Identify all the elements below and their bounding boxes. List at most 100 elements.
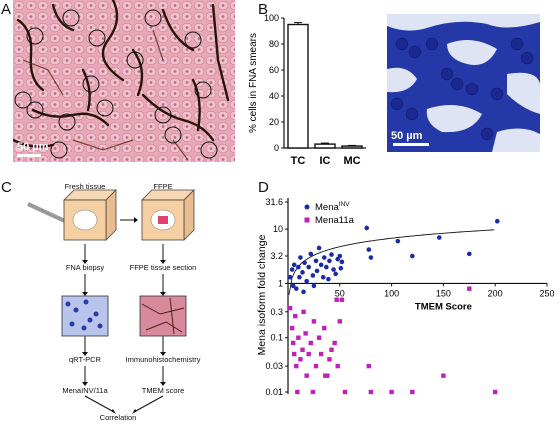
point-mena11a (295, 389, 300, 395)
point-mena11a (310, 389, 316, 395)
label-mena-inv: MenaINV/11a (62, 386, 108, 395)
point-mena11a (410, 389, 415, 395)
point-mena-inv (311, 283, 317, 289)
point-mena-inv (321, 255, 327, 260)
ihc-thumbnail (139, 295, 187, 337)
tissue-image (13, 0, 235, 162)
point-mena-inv (306, 264, 312, 270)
legend-marker-mena11a (304, 217, 310, 223)
fna-thumbnail (61, 295, 109, 337)
point-mena11a (334, 297, 339, 302)
point-mena-inv (410, 253, 415, 259)
x-tick-label: TC (291, 155, 306, 167)
point-mena-inv (293, 286, 299, 291)
point-mena11a (441, 373, 446, 378)
point-mena-inv (297, 274, 302, 280)
y-axis-label: Mena isoform fold change (256, 234, 268, 355)
y-tick-label: 20 (269, 117, 279, 127)
scale-bar-label-a: 50 µm (17, 141, 49, 153)
scale-bar-b (393, 143, 429, 146)
point-mena-inv (298, 255, 303, 260)
point-mena-inv (313, 258, 319, 264)
y-tick-label: 0 (274, 143, 279, 153)
point-mena11a (339, 297, 345, 302)
point-mena11a (293, 313, 298, 319)
legend-label-mena-inv: MenaINV (315, 201, 350, 213)
point-mena11a (342, 389, 348, 395)
y-axis-label: % cells in FNA smears (248, 33, 259, 133)
bar-mc (341, 145, 363, 149)
y-tick-label: 3.2 (270, 251, 283, 261)
point-mena11a (287, 305, 293, 311)
panel-b-micrograph: 50 µm (387, 14, 540, 152)
scale-bar-label-b: 50 µm (391, 130, 423, 142)
label-fna-biopsy: FNA biopsy (65, 263, 105, 272)
y-tick-label: 0.1 (270, 333, 283, 343)
x-tick-label: 50 (335, 288, 345, 298)
ffpe-cube (141, 189, 195, 241)
point-mena11a (337, 319, 342, 324)
y-tick-label: 60 (269, 65, 279, 75)
point-mena-inv (339, 259, 345, 265)
legend-marker-mena-inv (304, 204, 310, 210)
point-mena-inv (308, 251, 314, 257)
bar-tc (287, 23, 309, 149)
label-fresh-tissue: Fresh tissue (64, 182, 106, 191)
point-mena-inv (302, 260, 307, 266)
point-mena-inv (494, 218, 500, 224)
point-mena-inv (291, 262, 297, 268)
point-mena-inv (333, 271, 338, 277)
x-tick-label: 100 (384, 288, 399, 298)
point-mena11a (301, 309, 306, 315)
bar-ic (314, 143, 336, 149)
fresh-tissue-cube (63, 189, 117, 241)
point-mena-inv (314, 268, 320, 274)
point-mena11a (298, 357, 303, 362)
label-ihc: Immunohistochemistry (125, 355, 201, 364)
point-mena-inv (310, 273, 316, 278)
label-correlation: Correlation (99, 413, 137, 422)
point-mena11a (493, 389, 498, 395)
point-mena11a (368, 389, 374, 395)
point-mena11a (322, 325, 327, 331)
x-tick-label: 150 (436, 288, 451, 298)
scale-bar-a (17, 154, 41, 157)
label-tmem-score: TMEM score (141, 386, 185, 395)
label-ffpe: FFPE (153, 182, 173, 191)
point-mena-inv (318, 262, 324, 268)
y-tick-label: 0.01 (265, 387, 283, 397)
y-tick-label: 31.6 (265, 197, 283, 207)
point-mena-inv (287, 274, 293, 280)
point-mena11a (366, 363, 372, 369)
trend-curve (288, 229, 495, 295)
point-mena-inv (327, 258, 332, 264)
scatter-chart: 0.01 0.03 0.1 0.3 1 3.2 10 31.6 50 100 150 200 250 TM… (256, 197, 555, 397)
point-mena11a (292, 351, 297, 357)
point-mena-inv (395, 238, 401, 244)
point-mena11a (308, 340, 313, 346)
legend-label-mena11a: Mena11a (315, 215, 355, 226)
point-mena11a (303, 331, 308, 336)
legend-label-sup: INV (339, 201, 351, 208)
label-ffpe-section: FFPE tissue section (129, 263, 197, 272)
point-mena-inv (290, 283, 296, 289)
legend: MenaINV Mena11a (304, 201, 355, 226)
bar-chart: 0 20 40 60 80 100 TC IC MC % cells in FNA smears (248, 13, 366, 167)
y-tick-label: 1 (278, 278, 283, 288)
point-mena11a (306, 351, 311, 357)
y-tick-label: 10 (273, 224, 283, 234)
point-mena11a (327, 357, 332, 362)
point-mena11a (304, 373, 309, 378)
point-mena11a (313, 363, 319, 369)
y-tick-label: 0.03 (265, 361, 283, 371)
point-mena-inv (300, 270, 305, 275)
point-mena11a (290, 340, 296, 346)
x-tick-label: MC (343, 155, 360, 167)
point-mena11a (300, 347, 305, 352)
x-axis-label: TMEM Score (415, 301, 472, 312)
point-mena-inv (467, 251, 472, 257)
point-mena11a (332, 340, 337, 346)
point-mena-inv (301, 289, 306, 295)
panel-b-letter: B (258, 1, 269, 18)
point-mena11a (316, 335, 322, 340)
